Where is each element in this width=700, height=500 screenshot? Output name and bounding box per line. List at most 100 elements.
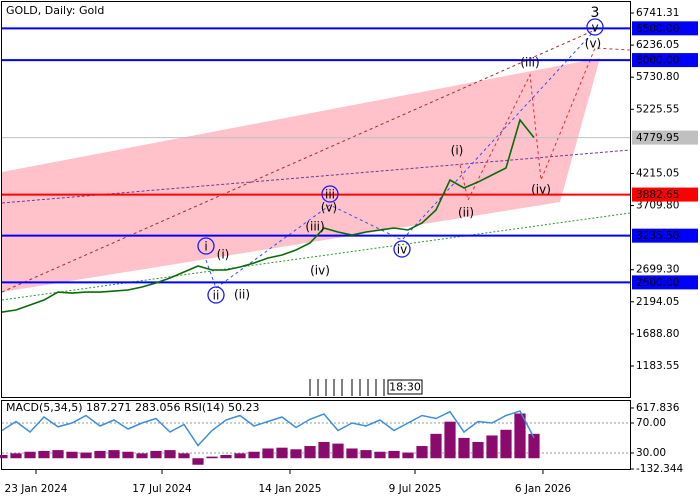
wave-label: (iii) [520, 56, 539, 70]
level-box [632, 130, 698, 145]
wave-circle [207, 286, 225, 304]
macd-bar [108, 450, 120, 459]
wave-circle [393, 240, 411, 258]
x-tick-label: 6 Jan 2026 [515, 483, 572, 495]
macd-bar [178, 453, 190, 459]
macd-bar [332, 443, 344, 459]
macd-bar [164, 450, 176, 459]
wave-circle [321, 185, 339, 203]
main-frame [1, 1, 631, 398]
wave-label: (ii) [458, 206, 474, 220]
macd-bar [388, 450, 400, 459]
level-box [632, 228, 698, 243]
wave-label: (iv) [310, 264, 330, 278]
y-tick-label: 1688.80 [636, 328, 679, 340]
trend-line [1, 29, 596, 293]
sub-frame [1, 400, 631, 470]
macd-bar [514, 413, 526, 459]
wave-label: (iv) [531, 183, 551, 197]
x-tick-label: 17 Jul 2024 [132, 483, 192, 495]
x-tick-label: 14 Jan 2025 [259, 483, 322, 495]
wave-path [459, 47, 631, 202]
macd-bar [444, 421, 456, 459]
wave-label: 3 [591, 5, 600, 21]
macd-bar [136, 453, 148, 459]
price-line [1, 118, 535, 313]
y-tick-label: 6741.31 [636, 7, 679, 19]
macd-bar [192, 458, 204, 465]
rsi-line [1, 410, 535, 447]
macd-bar [122, 451, 134, 459]
sub-tick-label: 30.00 [636, 447, 666, 459]
sub-tick-label: -132.344 [636, 463, 684, 475]
wave-label: (v) [321, 201, 337, 215]
macd-bar [430, 433, 442, 459]
macd-bar [0, 454, 8, 459]
level-label: 4779.95 [636, 132, 679, 144]
x-tick-label: 23 Jan 2024 [5, 483, 68, 495]
macd-bar [290, 449, 302, 459]
macd-bar [94, 450, 106, 459]
wave-label: (i) [451, 144, 464, 158]
time-label: 18:30 [389, 381, 421, 394]
wave-circle [586, 18, 604, 36]
y-tick-label: 3709.80 [636, 200, 679, 212]
level-label: 3882.65 [636, 189, 679, 201]
macd-bar [80, 452, 92, 459]
wave-label: (iii) [305, 220, 324, 234]
y-tick-label: 5225.55 [636, 103, 679, 115]
macd-bar [458, 437, 470, 459]
level-label: 6000.00 [636, 55, 679, 67]
macd-bar [150, 450, 162, 459]
wave-label: iii [325, 188, 335, 202]
macd-bar [346, 448, 358, 459]
macd-bar [472, 441, 484, 459]
macd-bar [402, 452, 414, 459]
wave-label: (i) [217, 248, 230, 262]
indicator-title: MACD(5,34,5) 187.271 283.056 RSI(14) 50.… [6, 401, 259, 414]
level-label: 6500.00 [636, 23, 679, 35]
level-box [632, 53, 698, 68]
macd-bar [234, 453, 246, 459]
macd-bar [52, 450, 64, 459]
level-box [632, 275, 698, 290]
trend-line [1, 212, 631, 301]
macd-bar [66, 451, 78, 459]
y-tick-label: 2699.30 [636, 264, 679, 276]
level-label: 3235.50 [636, 230, 679, 242]
time-box [387, 379, 423, 395]
macd-bar [248, 451, 260, 459]
macd-bar [262, 448, 274, 459]
y-tick-label: 2194.05 [636, 296, 679, 308]
sub-tick-label: 70.00 [636, 417, 666, 429]
y-tick-label: 4215.05 [636, 167, 679, 179]
level-label: 2500.00 [636, 277, 679, 289]
wave-label: iv [397, 243, 407, 257]
wave-label: i [204, 240, 207, 254]
wave-label: ii [213, 289, 220, 303]
y-tick-label: 1183.55 [636, 360, 679, 372]
channel [2, 58, 600, 292]
macd-bar [374, 451, 386, 459]
macd-bar [500, 429, 512, 459]
macd-bar [528, 433, 540, 459]
level-box [632, 21, 698, 36]
macd-bar [10, 453, 22, 459]
macd-bar [24, 451, 36, 459]
wave-circle [197, 237, 215, 255]
macd-bar [304, 446, 316, 459]
wave-label: (v) [585, 37, 601, 51]
wave-label: v [591, 21, 598, 35]
chart-title: GOLD, Daily: Gold [6, 4, 104, 17]
time-marks [309, 379, 385, 396]
macd-bar [416, 446, 428, 459]
macd-bar [360, 450, 372, 459]
macd-bar [220, 454, 232, 459]
y-tick-label: 5730.80 [636, 71, 679, 83]
y-tick-label: 6236.05 [636, 39, 679, 51]
level-box [632, 187, 698, 202]
macd-bar [206, 456, 218, 459]
macd-bar [486, 435, 498, 459]
macd-bar [276, 447, 288, 459]
